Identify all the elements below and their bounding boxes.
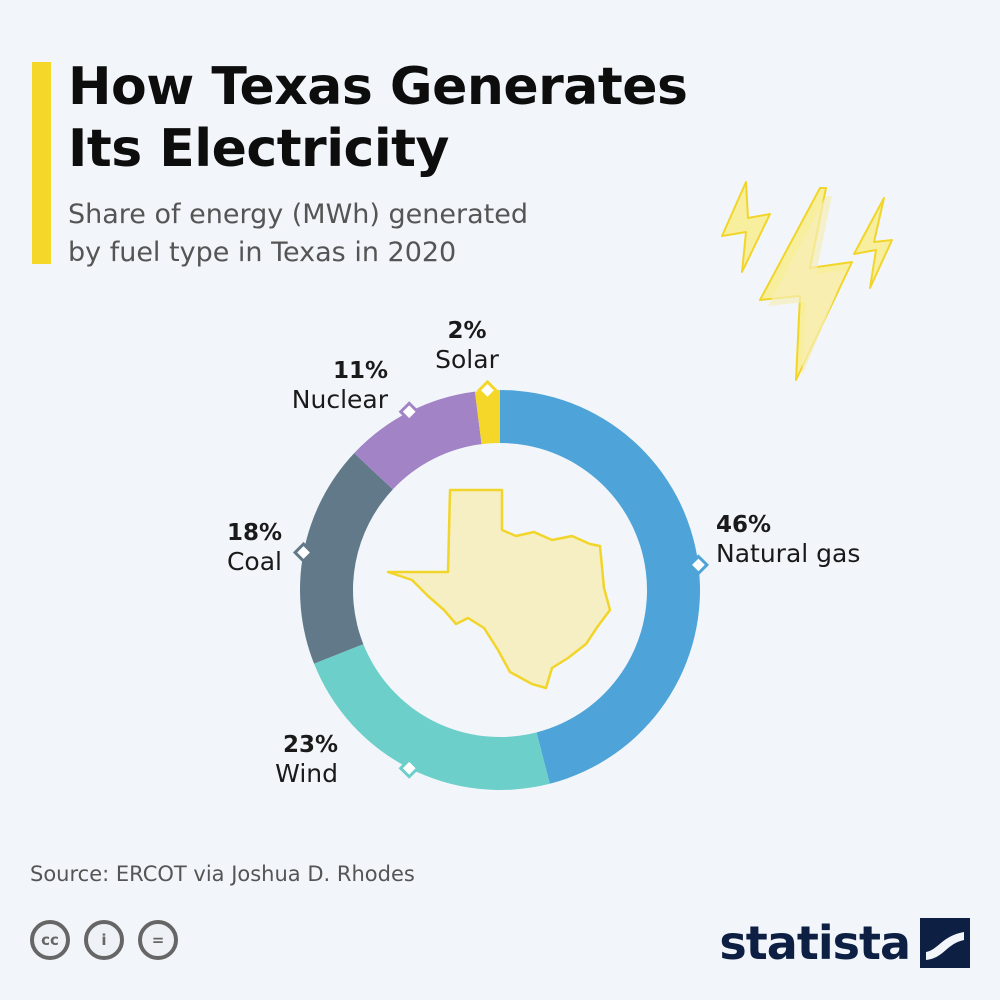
slice-wind: [314, 644, 550, 790]
slice-name-label: Nuclear: [292, 385, 389, 414]
title-line-1: How Texas Generates: [68, 57, 688, 117]
slice-solar: [474, 390, 500, 445]
slice-name-label: Solar: [435, 345, 499, 374]
title-accent-bar: [32, 62, 51, 264]
slice-marker: [292, 541, 315, 564]
slice-value-label: 11%: [333, 358, 388, 384]
slice-value-label: 23%: [283, 732, 338, 758]
brand-logo: statista: [719, 918, 970, 968]
texas-map-icon: [386, 488, 612, 690]
slice-name-label: Natural gas: [716, 539, 860, 568]
slice-marker: [687, 554, 710, 576]
slice-markers: [292, 379, 710, 779]
statista-logo-icon: [920, 918, 970, 968]
cc-icon: cc: [30, 920, 70, 960]
nd-icon: =: [138, 920, 178, 960]
donut-slices: [300, 390, 700, 790]
slice-marker: [476, 379, 499, 402]
subtitle-line-1: Share of energy (MWh) generated: [68, 199, 528, 230]
lightning-bolt-shadow: [768, 196, 846, 376]
subtitle-line-2: by fuel type in Texas in 2020: [68, 237, 457, 268]
page-subtitle: Share of energy (MWh) generated by fuel …: [68, 196, 628, 272]
brand-name: statista: [719, 916, 911, 970]
license-icons: cc i =: [30, 920, 178, 960]
slice-name-label: Coal: [227, 547, 282, 576]
source-note: Source: ERCOT via Joshua D. Rhodes: [30, 862, 415, 886]
page-title: How Texas Generates Its Electricity: [68, 56, 688, 180]
slice-name-label: Wind: [275, 759, 338, 788]
slice-natural-gas: [500, 390, 700, 784]
slice-coal: [300, 453, 393, 664]
by-icon: i: [84, 920, 124, 960]
slice-labels: 46%Natural gas 23%Wind 18%Coal 11%Nuclear 2%…: [227, 318, 860, 788]
slice-nuclear: [354, 391, 482, 490]
slice-value-label: 18%: [227, 520, 282, 546]
slice-marker: [398, 757, 420, 779]
slice-value-label: 46%: [716, 512, 771, 538]
slice-value-label: 2%: [447, 318, 486, 344]
slice-marker: [398, 401, 420, 423]
title-line-2: Its Electricity: [68, 119, 449, 179]
